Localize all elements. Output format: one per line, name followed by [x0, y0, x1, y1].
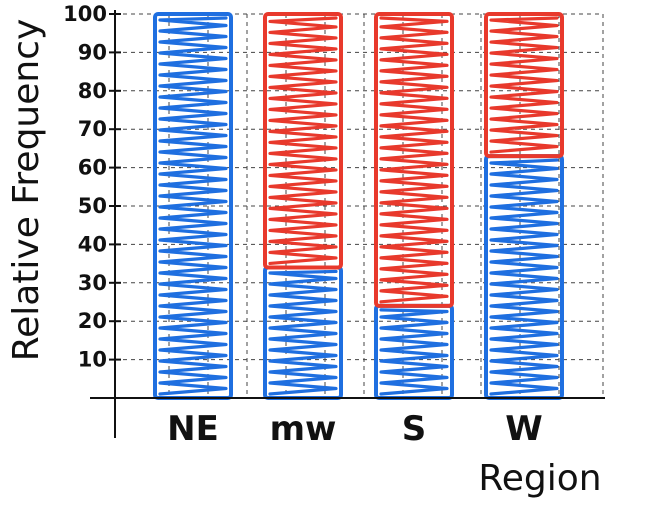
y-axis-title: Relative Frequency — [6, 19, 47, 362]
bar-segment — [374, 303, 454, 400]
x-tick-label: NE — [167, 409, 219, 449]
x-tick-label: mw — [270, 409, 337, 449]
y-tick-label: 50 — [78, 194, 107, 218]
bar-segment — [484, 12, 564, 159]
bar-segment — [263, 12, 343, 270]
y-tick-label: 90 — [78, 40, 107, 64]
bar-segment — [484, 154, 564, 400]
y-tick-label: 60 — [78, 156, 107, 180]
axes — [90, 10, 605, 438]
y-tick-labels: 10 20 30 40 50 60 70 80 90 100 — [63, 2, 121, 372]
y-tick-label: 40 — [78, 232, 107, 256]
bar-segment — [263, 265, 343, 400]
x-tick-label: S — [402, 409, 427, 449]
x-tick-label: W — [505, 409, 543, 449]
bar-segment — [374, 12, 454, 308]
y-tick-label: 70 — [78, 117, 107, 141]
y-tick-label: 100 — [63, 2, 107, 26]
y-tick-label: 80 — [78, 79, 107, 103]
y-tick-label: 10 — [78, 348, 107, 372]
x-tick-labels: NE mw S W — [167, 409, 543, 449]
x-axis-title: Region — [478, 458, 601, 499]
y-tick-label: 30 — [78, 271, 107, 295]
y-tick-label: 20 — [78, 309, 107, 333]
